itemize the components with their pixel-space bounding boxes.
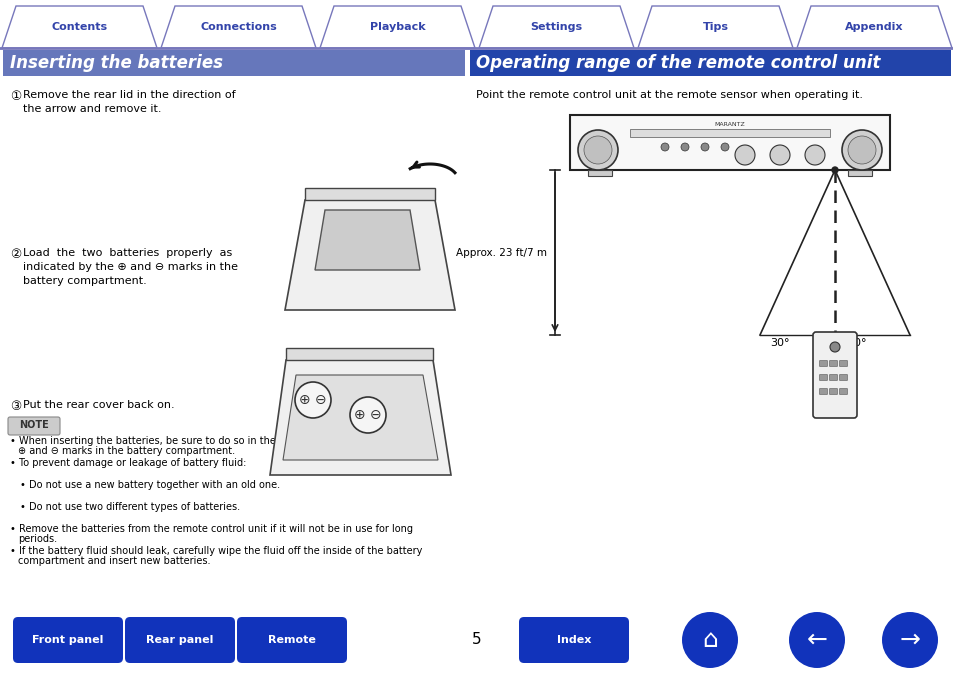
Text: ⊕: ⊕	[354, 408, 365, 422]
Text: ⊖: ⊖	[370, 408, 381, 422]
Text: • If the battery fluid should leak, carefully wipe the fluid off the inside of t: • If the battery fluid should leak, care…	[10, 546, 422, 556]
Circle shape	[734, 145, 754, 165]
Text: ①: ①	[10, 90, 21, 103]
Text: Point the remote control unit at the remote sensor when operating it.: Point the remote control unit at the rem…	[476, 90, 862, 100]
Polygon shape	[478, 6, 634, 48]
FancyBboxPatch shape	[828, 388, 837, 394]
FancyBboxPatch shape	[518, 617, 628, 663]
Polygon shape	[319, 6, 475, 48]
Circle shape	[578, 130, 618, 170]
Circle shape	[660, 143, 668, 151]
Text: Settings: Settings	[530, 22, 582, 32]
FancyBboxPatch shape	[629, 129, 829, 137]
Circle shape	[350, 397, 386, 433]
FancyBboxPatch shape	[819, 361, 826, 367]
Text: • To prevent damage or leakage of battery fluid:: • To prevent damage or leakage of batter…	[10, 458, 246, 468]
Text: Inserting the batteries: Inserting the batteries	[10, 54, 223, 72]
FancyBboxPatch shape	[812, 332, 856, 418]
FancyBboxPatch shape	[236, 617, 347, 663]
Circle shape	[882, 612, 937, 668]
Text: 30°: 30°	[846, 338, 865, 348]
Polygon shape	[161, 6, 315, 48]
FancyBboxPatch shape	[569, 115, 889, 170]
Polygon shape	[796, 6, 951, 48]
Polygon shape	[314, 210, 419, 270]
Text: Put the rear cover back on.: Put the rear cover back on.	[23, 400, 174, 410]
Polygon shape	[283, 375, 437, 460]
Text: Rear panel: Rear panel	[146, 635, 213, 645]
Circle shape	[769, 145, 789, 165]
Circle shape	[847, 136, 875, 164]
Text: Remove the rear lid in the direction of
the arrow and remove it.: Remove the rear lid in the direction of …	[23, 90, 235, 114]
Polygon shape	[286, 348, 433, 360]
Text: ⊕: ⊕	[299, 393, 311, 407]
FancyBboxPatch shape	[587, 170, 612, 176]
FancyBboxPatch shape	[3, 50, 464, 76]
Text: Connections: Connections	[200, 22, 276, 32]
Circle shape	[583, 136, 612, 164]
Text: Approx. 23 ft/7 m: Approx. 23 ft/7 m	[456, 248, 546, 258]
Polygon shape	[270, 360, 451, 475]
Polygon shape	[285, 200, 455, 310]
Text: ⌂: ⌂	[701, 628, 718, 652]
Text: compartment and insert new batteries.: compartment and insert new batteries.	[18, 556, 211, 566]
Polygon shape	[2, 6, 157, 48]
Text: Load  the  two  batteries  properly  as
indicated by the ⊕ and ⊖ marks in the
ba: Load the two batteries properly as indic…	[23, 248, 237, 286]
FancyBboxPatch shape	[828, 361, 837, 367]
Text: • Do not use two different types of batteries.: • Do not use two different types of batt…	[20, 502, 240, 512]
FancyBboxPatch shape	[470, 50, 950, 76]
FancyBboxPatch shape	[13, 617, 123, 663]
Text: • When inserting the batteries, be sure to do so in the proper direction, follow: • When inserting the batteries, be sure …	[10, 436, 426, 446]
Text: ②: ②	[10, 248, 21, 261]
Text: Front panel: Front panel	[32, 635, 104, 645]
Circle shape	[700, 143, 708, 151]
Text: ←: ←	[805, 628, 826, 652]
Text: Remote: Remote	[268, 635, 315, 645]
Text: Tips: Tips	[701, 22, 728, 32]
Circle shape	[680, 143, 688, 151]
Text: 5: 5	[472, 633, 481, 647]
Circle shape	[681, 612, 738, 668]
Text: 30°: 30°	[770, 338, 789, 348]
Text: Operating range of the remote control unit: Operating range of the remote control un…	[476, 54, 880, 72]
Text: →: →	[899, 628, 920, 652]
Circle shape	[720, 143, 728, 151]
Text: ③: ③	[10, 400, 21, 413]
FancyBboxPatch shape	[847, 170, 871, 176]
Circle shape	[788, 612, 844, 668]
Text: periods.: periods.	[18, 534, 57, 544]
Text: MARANTZ: MARANTZ	[714, 122, 744, 127]
Circle shape	[829, 342, 840, 352]
Text: Contents: Contents	[51, 22, 108, 32]
Circle shape	[841, 130, 882, 170]
FancyBboxPatch shape	[839, 374, 846, 380]
FancyBboxPatch shape	[819, 374, 826, 380]
FancyBboxPatch shape	[839, 361, 846, 367]
FancyBboxPatch shape	[8, 417, 60, 435]
Text: Index: Index	[557, 635, 591, 645]
FancyBboxPatch shape	[828, 374, 837, 380]
Text: Playback: Playback	[370, 22, 425, 32]
Text: • Do not use a new battery together with an old one.: • Do not use a new battery together with…	[20, 480, 280, 490]
FancyBboxPatch shape	[125, 617, 234, 663]
Text: Appendix: Appendix	[844, 22, 902, 32]
Circle shape	[804, 145, 824, 165]
Polygon shape	[638, 6, 792, 48]
Polygon shape	[305, 188, 435, 200]
Text: ⊖: ⊖	[314, 393, 327, 407]
Text: R03/AAA
batteries: R03/AAA batteries	[348, 265, 397, 287]
FancyBboxPatch shape	[819, 388, 826, 394]
Text: • Remove the batteries from the remote control unit if it will not be in use for: • Remove the batteries from the remote c…	[10, 524, 413, 534]
Text: ⊕ and ⊖ marks in the battery compartment.: ⊕ and ⊖ marks in the battery compartment…	[18, 446, 234, 456]
FancyBboxPatch shape	[839, 388, 846, 394]
Circle shape	[831, 167, 837, 173]
Circle shape	[294, 382, 331, 418]
Text: NOTE: NOTE	[19, 421, 49, 431]
